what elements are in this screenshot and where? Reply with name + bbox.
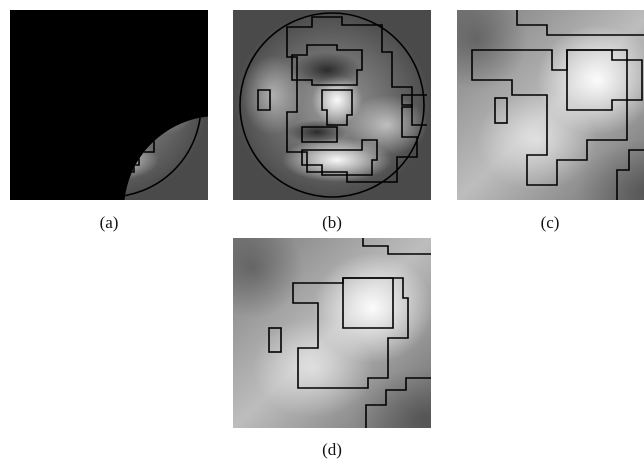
image-d xyxy=(233,238,431,428)
caption: (b) xyxy=(322,213,342,232)
caption: (d) xyxy=(322,440,342,459)
caption: (c) xyxy=(541,213,560,232)
caption: (a) xyxy=(100,213,119,232)
image-c xyxy=(457,10,644,200)
